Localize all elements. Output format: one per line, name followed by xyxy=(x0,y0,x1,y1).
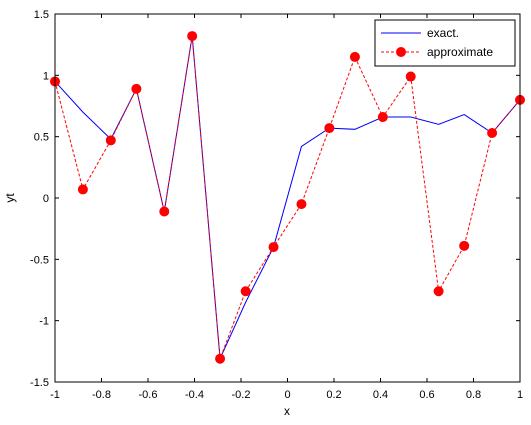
data-point xyxy=(487,127,498,138)
data-point xyxy=(105,135,116,146)
data-point xyxy=(268,242,279,253)
legend-label: approximate xyxy=(427,45,493,59)
y-tick-label: -0.5 xyxy=(30,254,49,266)
legend: exact. approximate xyxy=(374,19,516,67)
x-axis-label: x xyxy=(284,404,290,418)
x-tick-label: 0.6 xyxy=(419,389,434,401)
data-point xyxy=(159,206,170,217)
y-axis-label: yt xyxy=(3,193,17,203)
legend-box xyxy=(374,19,516,67)
x-tick-label: -1 xyxy=(50,389,60,401)
x-tick-label: -0.8 xyxy=(92,389,111,401)
data-point xyxy=(405,71,416,82)
y-tick-label: 0.5 xyxy=(34,132,49,144)
data-point xyxy=(131,83,142,94)
x-tick-label: -0.6 xyxy=(139,389,158,401)
data-point xyxy=(296,199,307,210)
x-tick-label: 0.8 xyxy=(466,389,481,401)
data-point xyxy=(77,184,88,195)
x-tick-label: -0.2 xyxy=(232,389,251,401)
x-tick-label: 0.4 xyxy=(373,389,388,401)
x-tick-label: 0.2 xyxy=(326,389,341,401)
x-tick-label: 1 xyxy=(517,389,523,401)
data-point xyxy=(433,286,444,297)
data-point xyxy=(377,112,388,123)
data-point xyxy=(187,31,198,42)
data-point xyxy=(240,286,251,297)
y-tick-label: -1.5 xyxy=(30,377,49,389)
data-point xyxy=(459,240,470,251)
y-tick-label: 0 xyxy=(43,193,49,205)
x-tick-label: 0 xyxy=(284,389,290,401)
data-point xyxy=(324,123,335,134)
data-point xyxy=(215,353,226,364)
legend-label: exact. xyxy=(427,26,459,40)
plot-frame xyxy=(54,13,521,383)
series-line-approximate xyxy=(54,36,521,359)
x-tick-label: -0.4 xyxy=(185,389,204,401)
legend-marker xyxy=(396,47,406,57)
y-tick-label: 1 xyxy=(43,70,49,82)
y-tick-label: -1 xyxy=(39,316,49,328)
y-tick-label: 1.5 xyxy=(34,9,49,21)
data-point xyxy=(349,51,360,62)
